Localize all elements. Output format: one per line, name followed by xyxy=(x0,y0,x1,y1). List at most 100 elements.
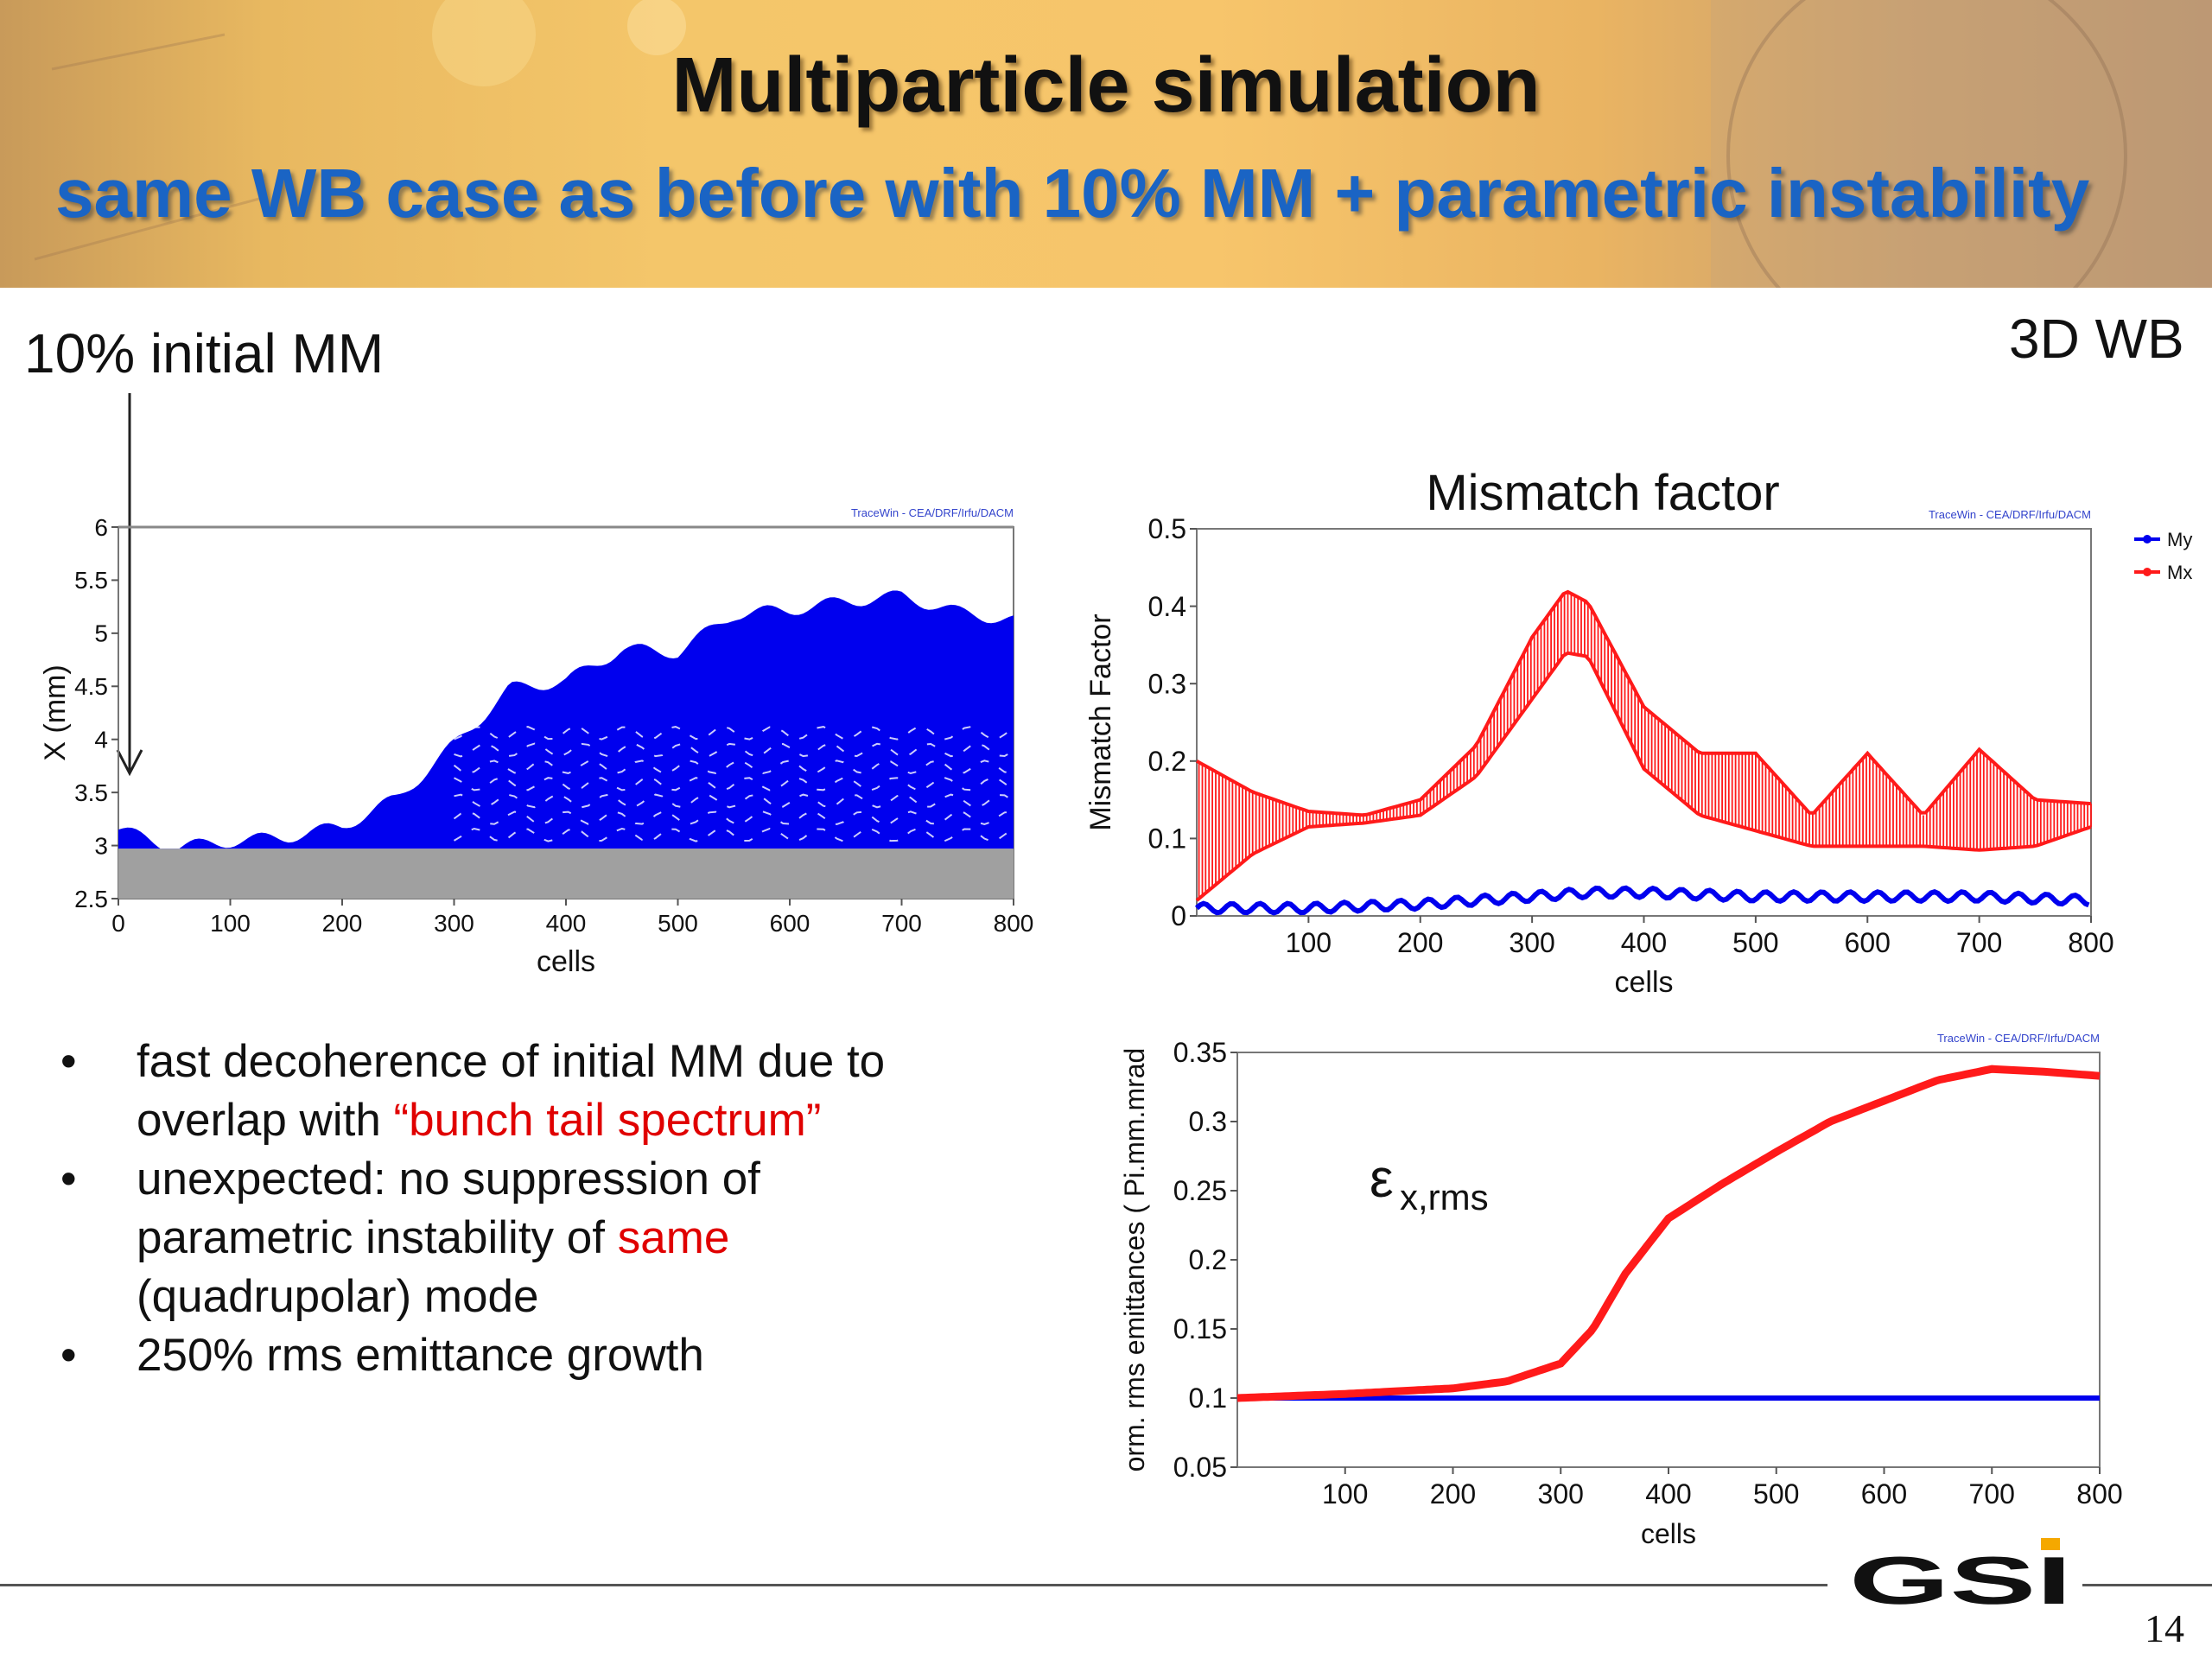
y-tick-label: 6 xyxy=(94,514,108,541)
y-axis-label: orm. rms emittances ( Pi.mm.mrad xyxy=(1119,1048,1150,1472)
x-tick-label: 600 xyxy=(1845,927,1891,958)
gsi-logo-text: GSI xyxy=(1849,1542,2072,1614)
tracewin-watermark: TraceWin - CEA/DRF/Irfu/DACM xyxy=(1929,508,2091,521)
x-tick-label: 700 xyxy=(1956,927,2002,958)
bullet-text: fast decoherence of initial MM due to xyxy=(137,1036,886,1087)
y-tick-label: 2.5 xyxy=(74,886,108,912)
plot-frame xyxy=(1236,1052,2101,1468)
bullet-line: • fast decoherence of initial MM due to xyxy=(60,1033,1052,1091)
legend-label: My xyxy=(2167,529,2192,550)
x-envelope-fringe xyxy=(453,827,1012,842)
x-base-area xyxy=(118,849,1014,899)
highlight-text: “bunch tail spectrum” xyxy=(393,1095,822,1146)
x-tick-label: 700 xyxy=(1969,1478,2015,1510)
bullet-marker: • xyxy=(60,1036,77,1087)
bullet-text: unexpected: no suppression of xyxy=(137,1154,760,1205)
mx-series-lower xyxy=(1195,651,2092,902)
footer-divider xyxy=(0,1584,1827,1586)
bullet-marker: • xyxy=(60,1330,77,1381)
banner-decoration xyxy=(34,0,2212,288)
x-tick-label: 0 xyxy=(111,910,125,937)
bullet-text: overlap with xyxy=(137,1095,394,1146)
y-tick-label: 0 xyxy=(1171,900,1186,931)
header-banner: Multiparticle simulation same WB case as… xyxy=(0,0,2212,288)
x-tick-label: 100 xyxy=(1286,927,1332,958)
bullet-line: • unexpected: no suppression of xyxy=(60,1150,1052,1209)
initial-mm-label: 10% initial MM xyxy=(24,322,385,385)
y-tick-label: 0.25 xyxy=(1173,1175,1227,1206)
y-axis-label: X (mm) xyxy=(39,664,72,760)
x-axis-label: cells xyxy=(537,945,595,978)
y-axis-label: Mismatch Factor xyxy=(1084,613,1117,830)
x-tick-label: 800 xyxy=(994,910,1034,937)
legend-marker xyxy=(2143,535,2152,543)
emittance-annotation: ε xyxy=(1370,1149,1394,1209)
tracewin-watermark: TraceWin - CEA/DRF/Irfu/DACM xyxy=(1937,1032,2100,1045)
wb-label: 3D WB xyxy=(2009,308,2184,370)
bullet-line: parametric instability of same xyxy=(60,1209,1052,1268)
x-tick-label: 600 xyxy=(1861,1478,1907,1510)
y-tick-label: 3.5 xyxy=(74,779,108,806)
bullet-line: (quadrupolar) mode xyxy=(60,1268,1052,1326)
y-tick-label: 0.1 xyxy=(1189,1382,1227,1414)
x-tick-label: 200 xyxy=(322,910,363,937)
bullet-list: • fast decoherence of initial MM due to ov… xyxy=(60,1033,1052,1385)
x-tick-label: 400 xyxy=(546,910,587,937)
x-axis-label: cells xyxy=(1641,1518,1696,1549)
x-envelope-fringe xyxy=(453,810,1012,826)
y-tick-label: 0.2 xyxy=(1148,746,1186,777)
x-tick-label: 100 xyxy=(210,910,251,937)
y-tick-label: 5.5 xyxy=(74,567,108,594)
bullet-line: overlap with “bunch tail spectrum” xyxy=(60,1091,1052,1150)
x-tick-label: 500 xyxy=(1753,1478,1799,1510)
x-tick-label: 500 xyxy=(1732,927,1778,958)
footer-divider-right xyxy=(2082,1584,2212,1586)
y-tick-label: 0.35 xyxy=(1173,1037,1227,1068)
legend-label: Mx xyxy=(2167,562,2192,583)
x-envelope-area xyxy=(118,590,1014,853)
y-tick-label: 4.5 xyxy=(74,673,108,700)
gsi-logo: GSI xyxy=(1849,1538,2072,1614)
chart-title: Mismatch factor xyxy=(1426,465,1779,521)
y-tick-label: 0.15 xyxy=(1173,1313,1227,1344)
highlight-text: same xyxy=(617,1212,730,1263)
emittance-annotation-sub: x,rms xyxy=(1400,1177,1489,1217)
tracewin-watermark: TraceWin - CEA/DRF/Irfu/DACM xyxy=(851,506,1014,519)
x-tick-label: 400 xyxy=(1645,1478,1691,1510)
x-tick-label: 500 xyxy=(658,910,698,937)
x-envelope-fringe xyxy=(454,776,1012,791)
x-tick-label: 300 xyxy=(1538,1478,1584,1510)
mx-series-upper xyxy=(1196,589,2092,817)
my-series-line xyxy=(1194,885,2090,916)
x-tick-label: 300 xyxy=(1509,927,1554,958)
x-tick-label: 200 xyxy=(1430,1478,1476,1510)
x-tick-label: 100 xyxy=(1322,1478,1368,1510)
y-tick-label: 5 xyxy=(94,620,108,647)
x-tick-label: 700 xyxy=(881,910,922,937)
y-tick-label: 0.4 xyxy=(1148,591,1186,622)
y-tick-label: 0.3 xyxy=(1148,668,1186,699)
y-tick-label: 0.3 xyxy=(1189,1106,1227,1137)
slide-title: Multiparticle simulation xyxy=(671,42,1541,129)
y-tick-label: 0.1 xyxy=(1148,823,1186,855)
bullet-text: 250% rms emittance growth xyxy=(137,1330,704,1381)
x-tick-label: 200 xyxy=(1397,927,1443,958)
x-tick-label: 600 xyxy=(770,910,810,937)
y-tick-label: 0.5 xyxy=(1148,513,1186,544)
bullet-text: (quadrupolar) mode xyxy=(137,1271,539,1322)
x-envelope-fringe xyxy=(454,725,1013,741)
y-tick-label: 3 xyxy=(94,832,108,859)
page-number: 14 xyxy=(2145,1606,2184,1650)
x-envelope-fringe xyxy=(454,793,1012,809)
x-axis-label: cells xyxy=(1614,966,1673,999)
x-tick-label: 800 xyxy=(2076,1478,2122,1510)
legend-marker xyxy=(2143,568,2152,576)
bullet-text: parametric instability of xyxy=(137,1212,618,1263)
y-tick-label: 0.2 xyxy=(1189,1244,1227,1275)
x-envelope-fringe xyxy=(453,760,1012,775)
y-tick-label: 0.05 xyxy=(1173,1452,1227,1483)
x-tick-label: 800 xyxy=(2068,927,2113,958)
